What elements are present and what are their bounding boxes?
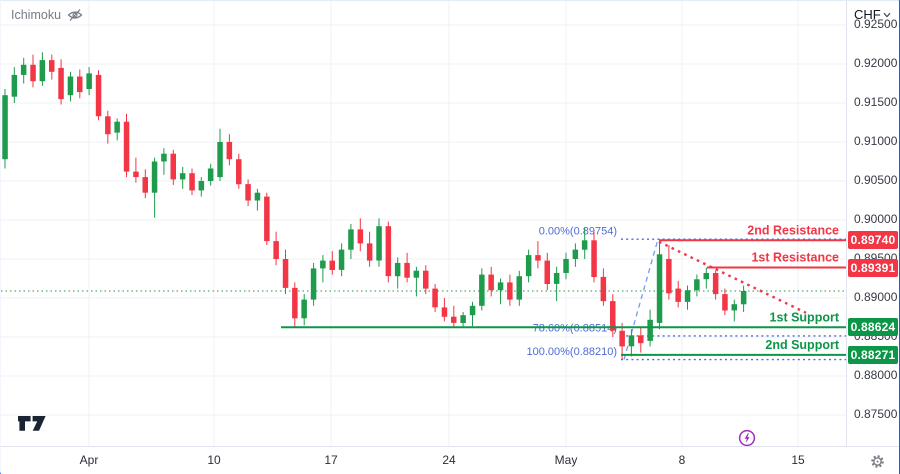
price-tick-0.88000: 0.88000 [854,368,898,382]
price-tick-0.91000: 0.91000 [854,134,898,148]
time-tick-15: 15 [791,453,805,467]
time-tick-24: 24 [442,453,456,467]
tradingview-logo[interactable] [17,415,47,437]
price-tick-0.91500: 0.91500 [854,95,898,109]
price-tick-0.89000: 0.89000 [854,290,898,304]
indicator-legend[interactable]: Ichimoku [11,8,83,22]
symbol-selector[interactable]: CHF [854,7,891,22]
price-tick-0.87500: 0.87500 [854,407,898,421]
candlesticks [2,52,747,360]
price-tick-0.92000: 0.92000 [854,56,898,70]
price-axis[interactable]: CHF 0.92500 0.92000 0.91500 0.91000 0.90500 0… [846,1,899,446]
second-support-label: 2nd Support [765,338,839,352]
fib-level-label-2: 100.00%(0.88210) [526,346,617,358]
first-resistance-label: 1st Resistance [751,251,839,265]
axis-price-label-first-resistance: 0.89391 [848,258,898,277]
price-chart-pane[interactable]: 0.00%(0.89754) 78.60%(0.88514) 100.00%(0.8… [1,1,846,447]
time-tick-May: May [554,453,578,467]
price-tick-0.90000: 0.90000 [854,212,898,226]
chevron-down-icon [883,12,891,18]
axis-price-label-second-resistance: 0.89740 [848,231,898,250]
time-tick-Apr: Apr [79,453,99,467]
fib-level-label-1: 78.60%(0.88514) [533,322,617,334]
second-resistance-label: 2nd Resistance [747,223,839,237]
candlestick-chart[interactable]: 0.00%(0.89754) 78.60%(0.88514) 100.00%(0.8… [1,1,846,446]
first-support-label: 1st Support [770,310,840,324]
time-axis[interactable]: Apr 10 17 24 May 8 15 [1,446,899,474]
price-tick-0.90500: 0.90500 [854,173,898,187]
price-tick-0.92500: 0.92500 [854,17,898,31]
axis-price-label-second-support: 0.88271 [848,345,898,364]
symbol-label: CHF [854,7,881,22]
fib-level-label-0: 0.00%(0.89754) [539,226,617,238]
time-tick-10: 10 [207,453,221,467]
indicator-legend-label: Ichimoku [11,8,62,22]
time-tick-17: 17 [324,453,338,467]
lightning-icon[interactable] [738,429,756,452]
eye-off-icon[interactable] [67,8,83,22]
axis-price-label-first-support: 0.88624 [848,318,898,337]
gear-icon[interactable] [863,451,891,471]
time-tick-8: 8 [678,453,686,467]
